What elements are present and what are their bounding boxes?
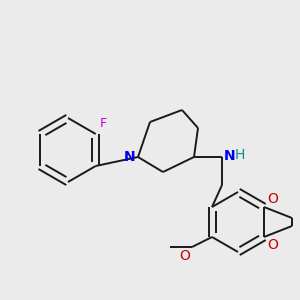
Text: O: O [179, 249, 190, 263]
Text: O: O [267, 192, 278, 206]
Text: O: O [267, 238, 278, 252]
Text: N: N [123, 150, 135, 164]
Text: N: N [224, 149, 236, 163]
Text: F: F [100, 117, 107, 130]
Text: H: H [235, 148, 245, 162]
